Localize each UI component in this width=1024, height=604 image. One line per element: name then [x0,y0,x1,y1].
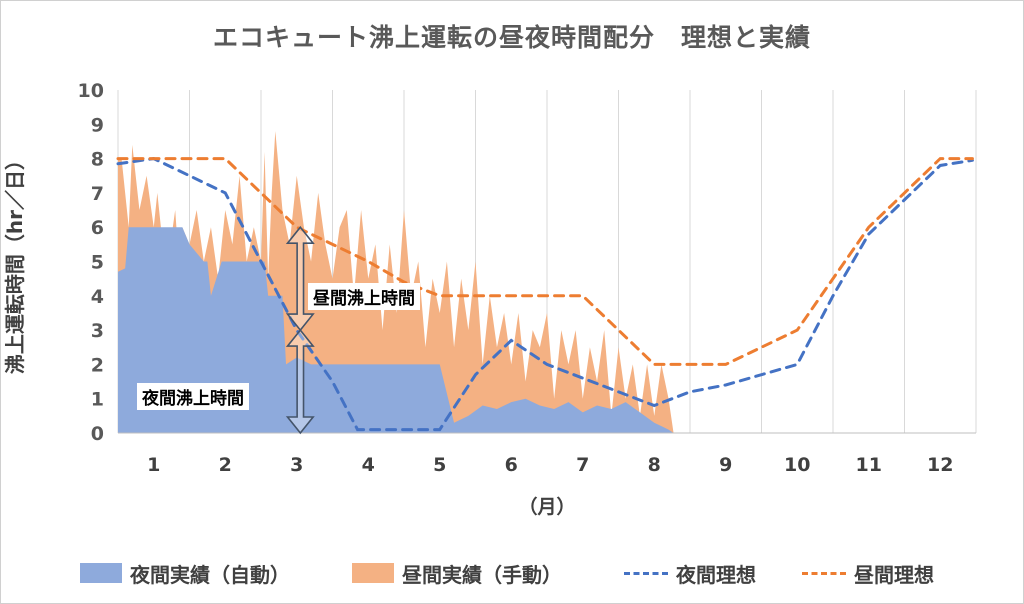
x-tick-label: 12 [927,454,953,476]
legend-label-day-actual: 昼間実績（手動） [402,562,562,587]
annotation-arrows [285,225,315,435]
y-tick-label: 8 [91,149,104,171]
x-tick-label: 1 [147,454,160,476]
line-series [116,157,974,432]
y-tick-label: 10 [78,80,104,102]
y-tick-label: 7 [91,183,104,205]
legend-item-night-actual: 夜間実績（自動） [80,556,290,590]
legend-item-day-actual: 昼間実績（手動） [352,556,562,590]
nighttime-annotation: 夜間沸上時間 [137,383,249,410]
legend-item-day-ideal: 昼間理想 [802,556,934,590]
x-tick-label: 8 [648,454,661,476]
x-tick-label: 11 [856,454,882,476]
y-tick-label: 3 [91,320,104,342]
x-tick-label: 5 [433,454,446,476]
legend: 夜間実績（自動） 昼間実績（手動） 夜間理想 昼間理想 [0,556,1024,590]
y-tick-label: 9 [91,114,104,136]
x-axis-label: （月） [518,495,575,518]
nighttime-arrow [285,328,315,435]
legend-swatch-night-ideal [624,571,668,575]
x-tick-label: 7 [576,454,589,476]
legend-label-night-actual: 夜間実績（自動） [130,562,290,587]
legend-label-day-ideal: 昼間理想 [854,562,934,587]
y-tick-label: 5 [91,252,104,274]
y-tick-label: 1 [91,389,104,411]
x-tick-label: 10 [784,454,810,476]
line-day-ideal [116,157,974,366]
y-tick-label: 6 [91,217,104,239]
x-tick-label: 4 [362,454,375,476]
x-tick-label: 6 [505,454,518,476]
legend-swatch-day-ideal [802,571,846,575]
y-tick-label: 2 [91,354,104,376]
y-tick-label: 4 [91,286,104,308]
chart-title: エコキュート沸上運転の昼夜時間配分 理想と実績 [212,23,811,52]
legend-swatch-night-actual [80,563,122,583]
y-tick-label: 0 [91,423,104,445]
legend-item-night-ideal: 夜間理想 [624,556,756,590]
x-tick-label: 9 [719,454,732,476]
legend-swatch-day-actual [352,563,394,583]
legend-label-night-ideal: 夜間理想 [676,562,756,587]
daytime-annotation: 昼間沸上時間 [308,283,420,310]
area-night-actual [118,227,674,433]
x-tick-label: 3 [290,454,303,476]
x-tick-label: 2 [219,454,232,476]
